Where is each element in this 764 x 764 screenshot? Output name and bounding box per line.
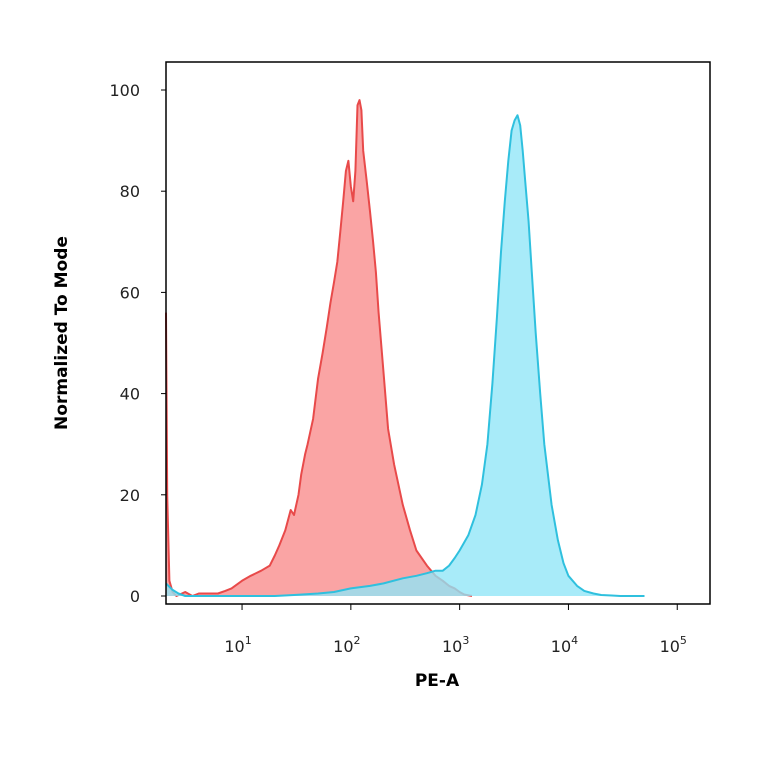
y-tick-label: 100 <box>109 81 140 100</box>
y-tick-label: 0 <box>130 587 140 606</box>
series-2-area <box>166 115 645 597</box>
x-tick-label: 102 <box>333 634 360 656</box>
x-tick-label: 101 <box>224 634 251 656</box>
series-1-line <box>165 99 473 597</box>
y-axis-title: Normalized To Mode <box>52 236 72 430</box>
y-tick-label: 20 <box>120 486 140 505</box>
y-axis: 0 20 40 60 80 100 <box>109 81 166 606</box>
y-tick-label: 80 <box>120 182 140 201</box>
x-axis-title: PE-A <box>415 671 460 691</box>
x-tick-label: 103 <box>442 634 469 656</box>
x-axis: 101 102 103 104 105 <box>224 604 687 656</box>
series-layer <box>165 99 645 597</box>
series-2-line <box>165 114 645 597</box>
x-tick-label: 105 <box>660 634 687 656</box>
y-tick-label: 40 <box>120 385 140 404</box>
y-tick-label: 60 <box>120 283 140 302</box>
x-tick-label: 104 <box>551 634 578 656</box>
series-1-area <box>166 100 472 596</box>
plot-frame <box>165 61 711 605</box>
